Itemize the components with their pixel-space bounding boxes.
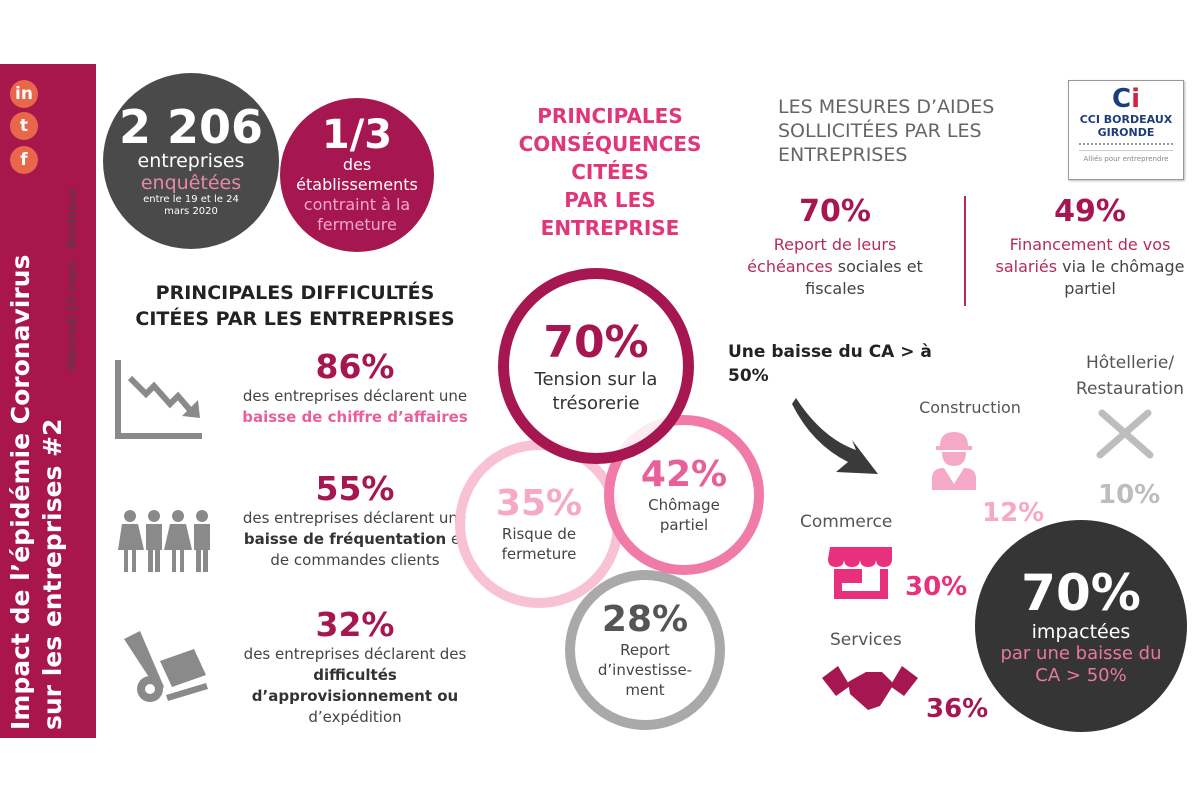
consequences-heading: PRINCIPALES CONSÉQUENCES CITÉES PAR LES … xyxy=(480,102,740,242)
revenue-drop-heading: Une baisse du CA > à 50% xyxy=(728,342,932,386)
sector-name: Services xyxy=(830,630,902,650)
title-line-1: Impact de l’épidémie Coronavirus xyxy=(6,254,35,730)
difficulty-text: des entreprises déclarent des xyxy=(243,645,467,663)
surveyed-count-circle: 2 206 entreprises enquêtées entre le 19 … xyxy=(103,73,279,249)
logo-tagline: Alliés pour entreprendre xyxy=(1083,155,1169,163)
consequence-pct: 28% xyxy=(601,599,689,640)
consequence-ring-chomage: 42% Chômage partiel xyxy=(604,415,764,575)
sector-pct: 10% xyxy=(1098,480,1161,510)
aid-text: via le chômage partiel xyxy=(1057,257,1185,298)
consequence-ring-tresorerie: 70% Tension sur la trésorerie xyxy=(498,268,694,464)
title-line-2: sur les entreprises #2 xyxy=(38,418,67,730)
surveyed-label: entreprises xyxy=(137,150,245,172)
hand-truck-icon xyxy=(124,631,208,702)
aid-highlight: Report de leurs échéances xyxy=(747,235,897,276)
building-icon xyxy=(1079,143,1173,151)
divider xyxy=(964,196,966,306)
closed-l1: des xyxy=(342,155,372,174)
impacted-pct: 70% xyxy=(1021,564,1141,622)
difficulty-text: des entreprises déclarent une xyxy=(242,387,468,405)
difficulty-item: 86% des entreprises déclarent une baisse… xyxy=(240,348,470,428)
consequence-label: Chômage partiel xyxy=(648,496,720,534)
aid-pct: 70% xyxy=(799,194,871,229)
heading-line: PAR LES xyxy=(564,188,656,212)
date-location: Mercredi 25 mars - Bordeaux xyxy=(64,188,79,370)
sidebar-band xyxy=(0,64,96,738)
heading-line: PRINCIPALES xyxy=(537,104,683,128)
twitter-icon[interactable]: t xyxy=(10,112,38,140)
consequence-ring-fermeture: 35% Risque de fermeture xyxy=(455,440,623,608)
difficulty-pct: 32% xyxy=(315,605,395,644)
facebook-icon[interactable]: f xyxy=(10,146,38,174)
difficulty-highlight: baisse de fréquentation xyxy=(243,530,447,548)
consequence-pct: 42% xyxy=(640,454,728,495)
survey-dates: entre le 19 et le 24 mars 2020 xyxy=(143,194,239,217)
aid-pct: 49% xyxy=(1054,194,1126,229)
closed-share-circle: 1/3 des établissements contraint à la fe… xyxy=(280,98,434,252)
impacted-detail: par une baisse du CA > 50% xyxy=(1000,643,1162,686)
closed-share: 1/3 xyxy=(321,112,393,158)
difficulty-text: des entreprises déclarent une xyxy=(242,509,468,527)
aid-highlight: Financement de vos salariés xyxy=(995,235,1171,276)
logo-line: GIRONDE xyxy=(1097,126,1155,139)
difficulty-highlight: difficultés d’approvisionnement ou xyxy=(251,666,459,705)
heading-line: CITÉES PAR LES ENTREPRISES xyxy=(135,308,455,330)
sector-pct: 36% xyxy=(926,694,989,724)
sector-name: Hôtellerie/ Restauration xyxy=(1075,353,1185,399)
heading-line: CONSÉQUENCES xyxy=(518,132,702,156)
cci-logo: Ci CCI BORDEAUX GIRONDE Alliés pour entr… xyxy=(1068,80,1184,180)
handshake-icon xyxy=(822,666,918,710)
heading-line: ENTREPRISE xyxy=(540,216,680,240)
cci-mark-icon: Ci xyxy=(1111,84,1140,114)
difficulty-highlight: baisse de chiffre d’affaires xyxy=(242,408,468,426)
sector-pct: 30% xyxy=(905,572,968,602)
sector-name: Construction xyxy=(919,398,1021,417)
closed-l2: établissements xyxy=(296,175,418,194)
difficulty-text-end: d’expédition xyxy=(308,708,402,726)
aid-item: 49% Financement de vos salariés via le c… xyxy=(995,190,1185,300)
sector-name: Commerce xyxy=(800,512,893,532)
surveyed-label-2: enquêtées xyxy=(140,172,242,194)
difficulties-heading: PRINCIPALES DIFFICULTÉS CITÉES PAR LES E… xyxy=(115,280,475,332)
difficulty-item: 55% des entreprises déclarent une baisse… xyxy=(240,470,470,571)
construction-worker-icon xyxy=(932,432,976,490)
consequence-ring-investissement: 28% Report d’investisse-ment xyxy=(565,570,725,730)
impacted-total-circle: 70% impactées par une baisse du CA > 50% xyxy=(975,520,1187,732)
fork-knife-icon xyxy=(1096,409,1154,459)
consequence-label: Tension sur la trésorerie xyxy=(534,368,658,414)
logo-line: CCI BORDEAUX xyxy=(1079,113,1173,126)
closed-l4: fermeture xyxy=(317,215,397,234)
consequence-label: Report d’investisse-ment xyxy=(597,641,693,699)
consequence-pct: 70% xyxy=(543,316,649,368)
surveyed-count: 2 206 xyxy=(118,100,264,154)
difficulty-item: 32% des entreprises déclarent des diffic… xyxy=(240,606,470,728)
difficulty-pct: 55% xyxy=(315,469,395,508)
aid-text: sociales et fiscales xyxy=(805,257,923,298)
aid-item: 70% Report de leurs échéances sociales e… xyxy=(740,190,930,300)
consequence-label: Risque de fermeture xyxy=(501,525,577,563)
difficulty-pct: 86% xyxy=(315,347,395,386)
closed-l3: contraint à la xyxy=(303,195,411,214)
shop-icon xyxy=(828,547,892,599)
heading-line: CITÉES xyxy=(571,160,649,184)
people-icon xyxy=(118,510,210,572)
heading-line: PRINCIPALES DIFFICULTÉS xyxy=(155,282,435,304)
sector-pct: 12% xyxy=(982,498,1045,528)
linkedin-icon[interactable]: in xyxy=(10,80,38,108)
curved-arrow-icon xyxy=(792,398,878,474)
consequence-pct: 35% xyxy=(495,483,583,524)
declining-chart-icon xyxy=(115,360,202,439)
impacted-label: impactées xyxy=(1031,621,1131,643)
aids-heading: LES MESURES D’AIDES SOLLICITÉES PAR LES … xyxy=(778,96,995,166)
